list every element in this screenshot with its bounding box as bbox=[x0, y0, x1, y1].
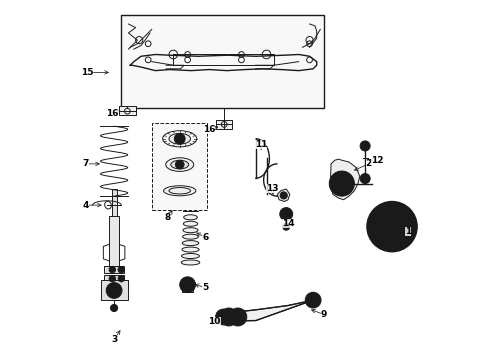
Text: 7: 7 bbox=[82, 159, 99, 168]
Text: 10: 10 bbox=[208, 317, 220, 326]
Circle shape bbox=[109, 275, 116, 282]
Bar bbox=[101, 280, 128, 300]
Circle shape bbox=[389, 223, 395, 230]
Polygon shape bbox=[231, 300, 313, 321]
Ellipse shape bbox=[183, 228, 198, 233]
Bar bbox=[152, 123, 207, 211]
Ellipse shape bbox=[169, 134, 191, 144]
Text: 15: 15 bbox=[81, 68, 108, 77]
Circle shape bbox=[283, 223, 290, 230]
Ellipse shape bbox=[181, 253, 199, 258]
Circle shape bbox=[174, 134, 185, 144]
Circle shape bbox=[118, 266, 124, 273]
Text: 13: 13 bbox=[266, 184, 278, 194]
Text: 8: 8 bbox=[165, 211, 172, 222]
Polygon shape bbox=[330, 159, 360, 200]
Circle shape bbox=[394, 211, 399, 216]
Text: 12: 12 bbox=[369, 156, 384, 165]
Circle shape bbox=[394, 237, 399, 242]
Ellipse shape bbox=[182, 240, 199, 246]
Text: 16: 16 bbox=[203, 125, 218, 134]
Ellipse shape bbox=[182, 247, 199, 252]
Circle shape bbox=[280, 208, 293, 221]
Ellipse shape bbox=[166, 158, 194, 171]
Circle shape bbox=[360, 141, 370, 151]
Circle shape bbox=[175, 160, 184, 169]
Circle shape bbox=[220, 308, 238, 326]
Text: 2: 2 bbox=[355, 159, 372, 170]
Bar bbox=[120, 107, 136, 116]
Ellipse shape bbox=[164, 186, 196, 196]
Circle shape bbox=[180, 277, 196, 293]
Circle shape bbox=[106, 283, 122, 298]
Ellipse shape bbox=[183, 221, 197, 226]
Text: 9: 9 bbox=[312, 310, 327, 319]
Text: 16: 16 bbox=[106, 109, 119, 118]
Text: 5: 5 bbox=[195, 283, 209, 292]
Text: 1: 1 bbox=[396, 226, 411, 237]
Circle shape bbox=[378, 232, 384, 237]
Circle shape bbox=[378, 216, 384, 221]
Circle shape bbox=[403, 224, 408, 229]
Bar bbox=[216, 120, 232, 129]
Text: 14: 14 bbox=[282, 218, 294, 228]
Bar bbox=[218, 319, 229, 323]
Circle shape bbox=[373, 208, 411, 245]
Circle shape bbox=[383, 218, 401, 235]
Ellipse shape bbox=[183, 234, 198, 239]
Circle shape bbox=[111, 305, 118, 312]
Bar bbox=[182, 288, 193, 292]
Text: 11: 11 bbox=[255, 140, 268, 149]
Circle shape bbox=[109, 266, 116, 273]
Circle shape bbox=[360, 174, 370, 184]
Text: 3: 3 bbox=[111, 331, 120, 344]
Circle shape bbox=[216, 309, 231, 325]
Circle shape bbox=[118, 275, 124, 282]
Text: 4: 4 bbox=[82, 201, 101, 210]
Polygon shape bbox=[277, 189, 290, 202]
Ellipse shape bbox=[171, 160, 189, 169]
Bar bbox=[104, 266, 124, 273]
Circle shape bbox=[229, 308, 247, 326]
Bar bbox=[122, 15, 324, 108]
Circle shape bbox=[329, 171, 354, 196]
Ellipse shape bbox=[184, 215, 197, 220]
Bar bbox=[109, 216, 120, 266]
Circle shape bbox=[367, 202, 417, 252]
Bar bbox=[104, 275, 124, 282]
Text: 6: 6 bbox=[197, 233, 209, 242]
Bar bbox=[112, 189, 117, 218]
Ellipse shape bbox=[181, 260, 200, 265]
Circle shape bbox=[280, 192, 287, 199]
Circle shape bbox=[305, 292, 321, 308]
